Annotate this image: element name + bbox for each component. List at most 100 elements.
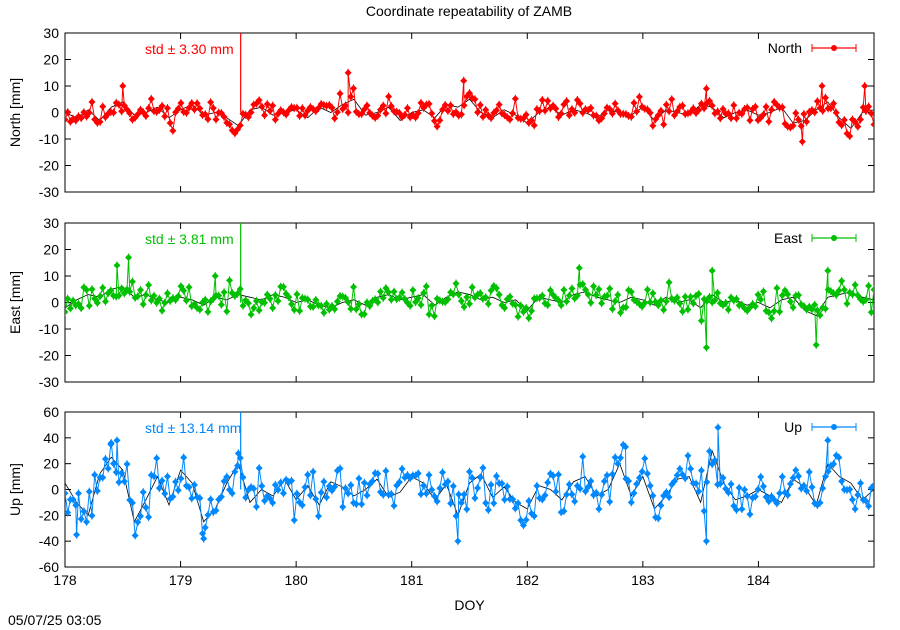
data-point — [676, 465, 684, 473]
data-point — [123, 460, 131, 468]
data-point — [333, 297, 341, 305]
data-point — [830, 100, 838, 108]
data-point — [509, 109, 517, 117]
data-point — [824, 467, 832, 475]
data-point — [363, 491, 371, 499]
panels: 30 20 10 0 -10 -20 -30 North [mm] std ± 3.30 mm N… — [7, 25, 875, 613]
data-point — [687, 465, 695, 473]
data-point — [211, 272, 219, 280]
data-point — [274, 297, 282, 305]
data-point — [403, 104, 411, 112]
x-tick-label: 181 — [400, 572, 424, 588]
data-point — [579, 280, 587, 288]
data-point — [468, 283, 476, 291]
data-point — [190, 105, 198, 113]
data-point — [398, 288, 406, 296]
data-point — [290, 306, 298, 314]
data-point — [813, 97, 821, 105]
data-point — [565, 291, 573, 299]
data-point — [571, 109, 579, 117]
data-point — [269, 304, 277, 312]
data-point — [665, 493, 673, 501]
data-point — [862, 296, 870, 304]
data-point — [212, 116, 220, 124]
data-point — [784, 491, 792, 499]
data-point — [172, 478, 180, 486]
data-point — [99, 474, 107, 482]
data-point — [490, 499, 498, 507]
data-point — [125, 253, 133, 261]
data-point — [374, 298, 382, 306]
data-point — [643, 286, 651, 294]
data-point — [854, 491, 862, 499]
data-point — [196, 105, 204, 113]
data-point — [487, 114, 495, 122]
data-point — [565, 480, 573, 488]
data-point — [180, 287, 188, 295]
data-point — [846, 132, 854, 140]
data-point — [630, 99, 638, 107]
data-point — [627, 113, 635, 121]
data-point — [433, 497, 441, 505]
data-point — [646, 109, 654, 117]
data-point — [468, 474, 476, 482]
data-point — [732, 114, 740, 122]
data-point — [511, 95, 519, 103]
data-point — [217, 493, 225, 501]
data-point — [657, 296, 665, 304]
data-point — [730, 101, 738, 109]
data-point — [163, 289, 171, 297]
data-point — [702, 344, 710, 352]
data-point — [495, 101, 503, 109]
data-point — [93, 487, 101, 495]
data-point — [498, 480, 506, 488]
data-point — [697, 100, 705, 108]
data-point — [147, 296, 155, 304]
data-point — [101, 298, 109, 306]
data-point — [182, 109, 190, 117]
data-point — [773, 499, 781, 507]
data-point — [169, 127, 177, 135]
data-point — [85, 109, 93, 117]
data-point — [681, 474, 689, 482]
data-point — [714, 289, 722, 297]
data-point — [115, 292, 123, 300]
data-point — [77, 304, 85, 312]
data-point — [385, 288, 393, 296]
data-point — [244, 113, 252, 121]
data-point — [158, 477, 166, 485]
data-point — [708, 267, 716, 275]
data-point — [743, 492, 751, 500]
y-tick-label: -30 — [39, 184, 59, 200]
data-point — [99, 284, 107, 292]
data-point — [600, 109, 608, 117]
data-point — [584, 483, 592, 491]
data-point — [309, 468, 317, 476]
data-point — [457, 110, 465, 118]
data-point — [762, 103, 770, 111]
data-point — [382, 109, 390, 117]
data-point — [360, 479, 368, 487]
data-point — [792, 466, 800, 474]
data-point — [271, 481, 279, 489]
data-point — [169, 493, 177, 501]
y-tick-label: -10 — [39, 131, 59, 147]
data-point — [865, 282, 873, 290]
data-point — [145, 281, 153, 289]
data-point — [466, 89, 473, 97]
data-point — [514, 313, 522, 321]
data-point — [463, 293, 471, 301]
data-point — [234, 462, 242, 470]
panel-east: 30 20 10 0 -10 -20 -30 East [mm] std ± 3.81 mm Ea… — [7, 215, 875, 390]
data-point — [126, 109, 134, 117]
data-point — [252, 297, 260, 305]
data-point — [598, 491, 606, 499]
data-point — [271, 291, 279, 299]
data-point — [110, 460, 118, 468]
data-point — [317, 302, 325, 310]
y-tick-label: -60 — [39, 559, 59, 575]
data-point — [732, 295, 740, 303]
data-point — [155, 295, 163, 303]
data-point — [137, 286, 145, 294]
data-point — [204, 115, 212, 123]
